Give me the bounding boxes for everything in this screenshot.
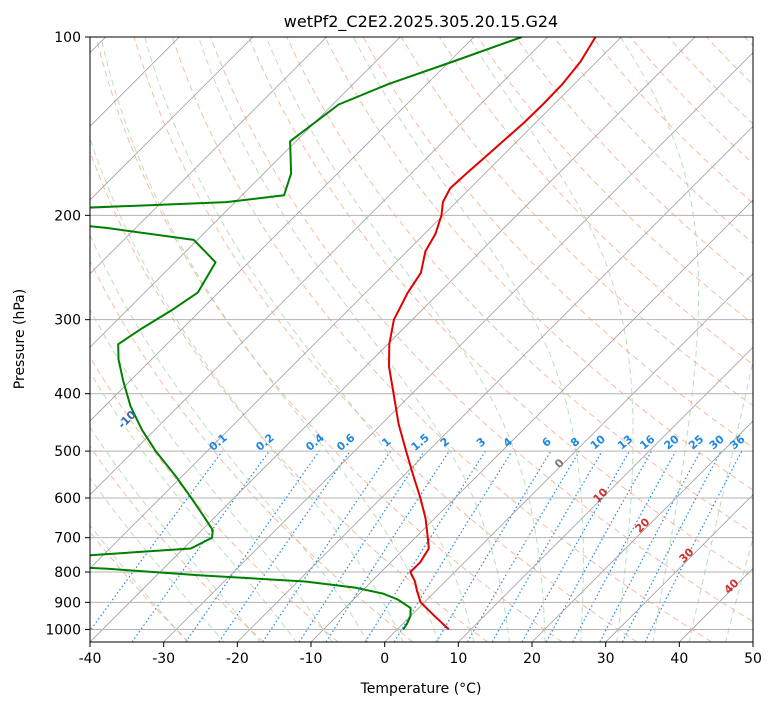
y-tick-label: 800 xyxy=(54,565,81,581)
y-tick-label: 500 xyxy=(54,444,81,460)
moist-adiabat-line xyxy=(90,136,404,642)
moist-adiabat-line xyxy=(90,477,225,642)
y-tick-label: 100 xyxy=(54,30,81,46)
mixing-ratio-line xyxy=(572,450,677,642)
sounding-series xyxy=(90,37,597,631)
mixing-ratio-line xyxy=(131,450,270,642)
x-tick-label: 30 xyxy=(597,651,615,667)
dry-adiabat-line xyxy=(171,37,712,642)
dry-adiabat-line xyxy=(133,37,638,642)
plot-area: 0.10.20.40.611.52346810131620253036-100-… xyxy=(90,37,753,642)
mixing-ratio-line xyxy=(298,450,425,642)
y-tick-label: 1000 xyxy=(45,622,81,638)
y-tick-label: 200 xyxy=(54,208,81,224)
isotherm-line xyxy=(90,37,548,496)
moist-adiabat-line xyxy=(198,37,510,642)
dry-adiabat-line xyxy=(248,37,753,578)
x-tick-label: -30 xyxy=(152,651,175,667)
isotherm-line xyxy=(531,420,753,642)
sounding-series-line xyxy=(388,37,597,631)
y-tick-label: 700 xyxy=(54,531,81,547)
x-tick-label: -40 xyxy=(79,651,102,667)
isotherm-line xyxy=(310,199,753,642)
mixing-ratio-line xyxy=(90,450,223,632)
x-axis-ticks: -40 -30 -20 -10 0 10 20 30 40 50 xyxy=(79,642,762,667)
moist-adiabat-line xyxy=(90,233,369,642)
isotherm-line xyxy=(90,37,327,275)
mixing-ratio-line xyxy=(325,450,450,642)
isotherm-line xyxy=(163,52,753,642)
x-tick-label: -10 xyxy=(300,651,323,667)
moist-adiabat-line xyxy=(90,524,188,642)
isobars xyxy=(90,37,753,630)
dry-adiabat-line xyxy=(210,37,753,623)
moist-adiabat-line xyxy=(725,536,753,642)
chart-title: wetPf2_C2E2.2025.305.20.15.G24 xyxy=(284,12,558,32)
y-tick-label: 900 xyxy=(54,595,81,611)
mixing-ratio-line xyxy=(393,450,513,642)
y-tick-label: 300 xyxy=(54,313,81,329)
x-tick-label: 10 xyxy=(449,651,467,667)
dry-adiabat-line xyxy=(90,259,414,642)
moist-adiabat-line xyxy=(468,37,634,642)
dry-adiabat-line xyxy=(286,37,753,534)
moist-adiabat-line xyxy=(100,37,440,642)
dry-adiabat-line xyxy=(95,37,563,642)
mixing-ratio-line xyxy=(185,450,320,642)
isotherm-line xyxy=(605,494,753,642)
x-tick-label: 50 xyxy=(744,651,762,667)
y-tick-label: 600 xyxy=(54,491,81,507)
isotherm-line xyxy=(90,37,696,642)
x-axis-label: Temperature (°C) xyxy=(360,681,482,697)
dry-adiabat-line xyxy=(90,356,339,642)
dry-adiabat-line xyxy=(90,445,264,642)
mixing-ratio-line xyxy=(218,450,351,642)
moist-adiabat-line xyxy=(90,308,333,642)
moist-adiabat-line xyxy=(144,37,475,642)
isotherm-line xyxy=(237,125,753,642)
isotherm-line xyxy=(90,37,622,569)
x-tick-label: 40 xyxy=(670,651,688,667)
x-tick-label: -20 xyxy=(226,651,249,667)
x-tick-label: 20 xyxy=(523,651,541,667)
mixing-ratio-line xyxy=(644,450,743,642)
moist-adiabat-line xyxy=(688,358,753,642)
dry-adiabat-line xyxy=(324,37,753,491)
moist-adiabat-line xyxy=(265,37,546,642)
y-axis-label: Pressure (hPa) xyxy=(12,289,28,389)
sounding-series-line xyxy=(90,37,523,630)
moist-adiabat-line xyxy=(353,37,584,642)
isotherm-line xyxy=(90,37,254,201)
isotherm-line xyxy=(384,273,753,642)
moist-adiabat-line xyxy=(90,426,261,642)
moist-adiabats xyxy=(90,37,753,642)
x-tick-label: 0 xyxy=(380,651,389,667)
y-tick-label: 400 xyxy=(54,387,81,403)
isotherm-line xyxy=(458,346,753,642)
y-axis-ticks: 100 200 300 400 500 600 700 800 900 1000 xyxy=(45,30,90,638)
moist-adiabat-line xyxy=(90,371,297,642)
mixing-ratio-line xyxy=(521,450,631,642)
dry-adiabat-line xyxy=(515,37,753,284)
plot-frame xyxy=(89,36,754,643)
isotherms xyxy=(90,37,753,642)
isotherm-line xyxy=(90,37,475,422)
dry-adiabats xyxy=(90,37,753,642)
isotherm-line xyxy=(90,37,401,348)
mixing-ratio-line xyxy=(545,450,653,642)
moist-adiabat-line xyxy=(620,37,700,642)
